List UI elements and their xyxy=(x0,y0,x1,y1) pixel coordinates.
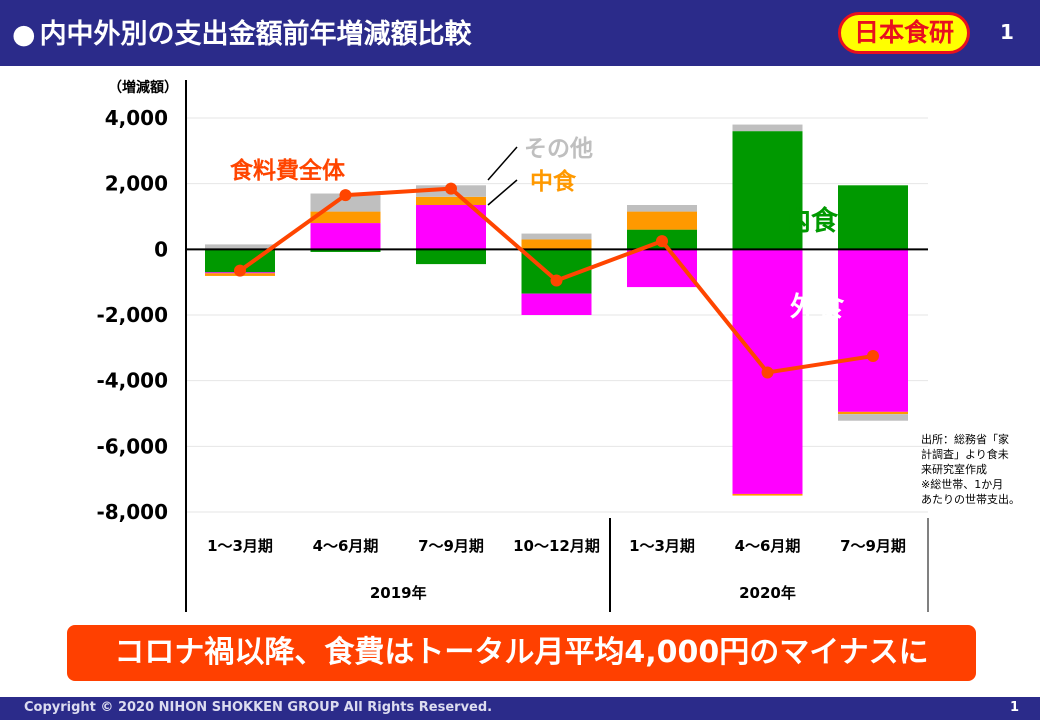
bar-segment xyxy=(732,131,803,250)
total-line-point xyxy=(867,350,879,363)
expense-change-chart: 4,000 2,000 0 -2,000 -4,000 -6,000 -8,000 （増減額）… xyxy=(96,79,929,612)
bar-segment xyxy=(838,411,908,415)
total-line-point xyxy=(761,366,774,379)
bar-segment xyxy=(838,414,908,421)
footer-bar: Copyright © 2020 NIHON SHOKKEN GROUP All… xyxy=(0,697,1040,720)
source-line: 出所：総務省「家 xyxy=(921,433,1009,446)
bar-segment xyxy=(205,249,275,273)
y-tick-label: 4,000 xyxy=(105,106,168,130)
bar-segment xyxy=(838,249,908,412)
leader-line xyxy=(487,179,518,206)
bar-segment xyxy=(310,211,381,224)
y-tick-label: -4,000 xyxy=(96,369,168,393)
x-category-label: 1～3月期 xyxy=(629,537,695,555)
y-tick-label: 0 xyxy=(154,237,168,261)
bar-segment xyxy=(521,239,592,250)
x-category-label: 1～3月期 xyxy=(207,537,273,555)
label-sotoshoku: 外食 xyxy=(790,291,845,323)
year-group-label: 2019年 xyxy=(370,584,427,602)
x-category-label: 4～6月期 xyxy=(313,537,379,555)
logo-text: 日本食研 xyxy=(853,18,954,47)
y-tick-label: -8,000 xyxy=(96,500,168,524)
bar-segment xyxy=(521,233,592,240)
bar-segment xyxy=(732,124,803,132)
bar-segment xyxy=(416,249,486,265)
summary-banner-text: コロナ禍以降、食費はトータル月平均4,000円のマイナスに xyxy=(114,635,929,670)
total-line-point xyxy=(234,264,246,277)
bar-segment xyxy=(627,205,697,212)
bar-segment xyxy=(205,244,275,250)
label-nakashoku: 中食 xyxy=(530,168,577,195)
footer-page-number: 1 xyxy=(1010,700,1020,715)
source-note: 出所：総務省「家 計調査」より食未 来研究室作成 ※総世帯、1か月 あたりの世帯… xyxy=(921,432,1039,507)
label-total: 食料費全体 xyxy=(230,157,346,184)
label-uchishoku: 内食 xyxy=(784,205,839,237)
x-category-label: 7～9月期 xyxy=(418,537,484,555)
total-line-point xyxy=(550,274,563,287)
bar-segment xyxy=(627,249,697,288)
bar-segment xyxy=(416,196,486,206)
x-category-label: 10～12月期 xyxy=(513,537,600,555)
source-line: 計調査」より食未 xyxy=(921,448,1009,461)
page-title: ● 内中外別の支出金額前年増減額比較 xyxy=(12,12,472,51)
page-number-top: 1 xyxy=(1000,20,1014,44)
bar-segment xyxy=(627,211,697,230)
total-line-point xyxy=(445,182,457,195)
year-group-label: 2020年 xyxy=(739,584,796,602)
bar-segment xyxy=(310,223,381,250)
label-other: その他 xyxy=(524,136,593,162)
y-tick-label: -2,000 xyxy=(96,303,168,327)
y-tick-label: 2,000 xyxy=(105,172,168,196)
copyright-text: Copyright © 2020 NIHON SHOKKEN GROUP All… xyxy=(24,700,493,715)
total-line-point xyxy=(339,189,352,202)
x-category-label: 7～9月期 xyxy=(840,537,906,555)
bullet-icon: ● xyxy=(12,19,36,50)
header-bar: ● 内中外別の支出金額前年増減額比較 日本食研 1 xyxy=(0,0,1040,66)
x-category-label: 4～6月期 xyxy=(735,537,801,555)
summary-banner: コロナ禍以降、食費はトータル月平均4,000円のマイナスに xyxy=(67,625,976,681)
source-line: ※総世帯、1か月 xyxy=(921,478,1004,491)
source-line: 来研究室作成 xyxy=(921,463,987,476)
bar-segment xyxy=(521,293,592,315)
leader-line xyxy=(487,146,518,181)
y-tick-label: -6,000 xyxy=(96,434,168,458)
total-line-point xyxy=(656,235,668,248)
bar-segment xyxy=(838,185,908,250)
y-axis-title: （増減額） xyxy=(108,79,178,96)
bar-segment xyxy=(310,249,381,252)
company-logo: 日本食研 xyxy=(838,12,970,54)
bar-segment xyxy=(732,493,803,496)
source-line: あたりの世帯支出。 xyxy=(921,493,1020,506)
page-title-text: 内中外別の支出金額前年増減額比較 xyxy=(39,19,472,50)
bar-segment xyxy=(416,205,486,250)
